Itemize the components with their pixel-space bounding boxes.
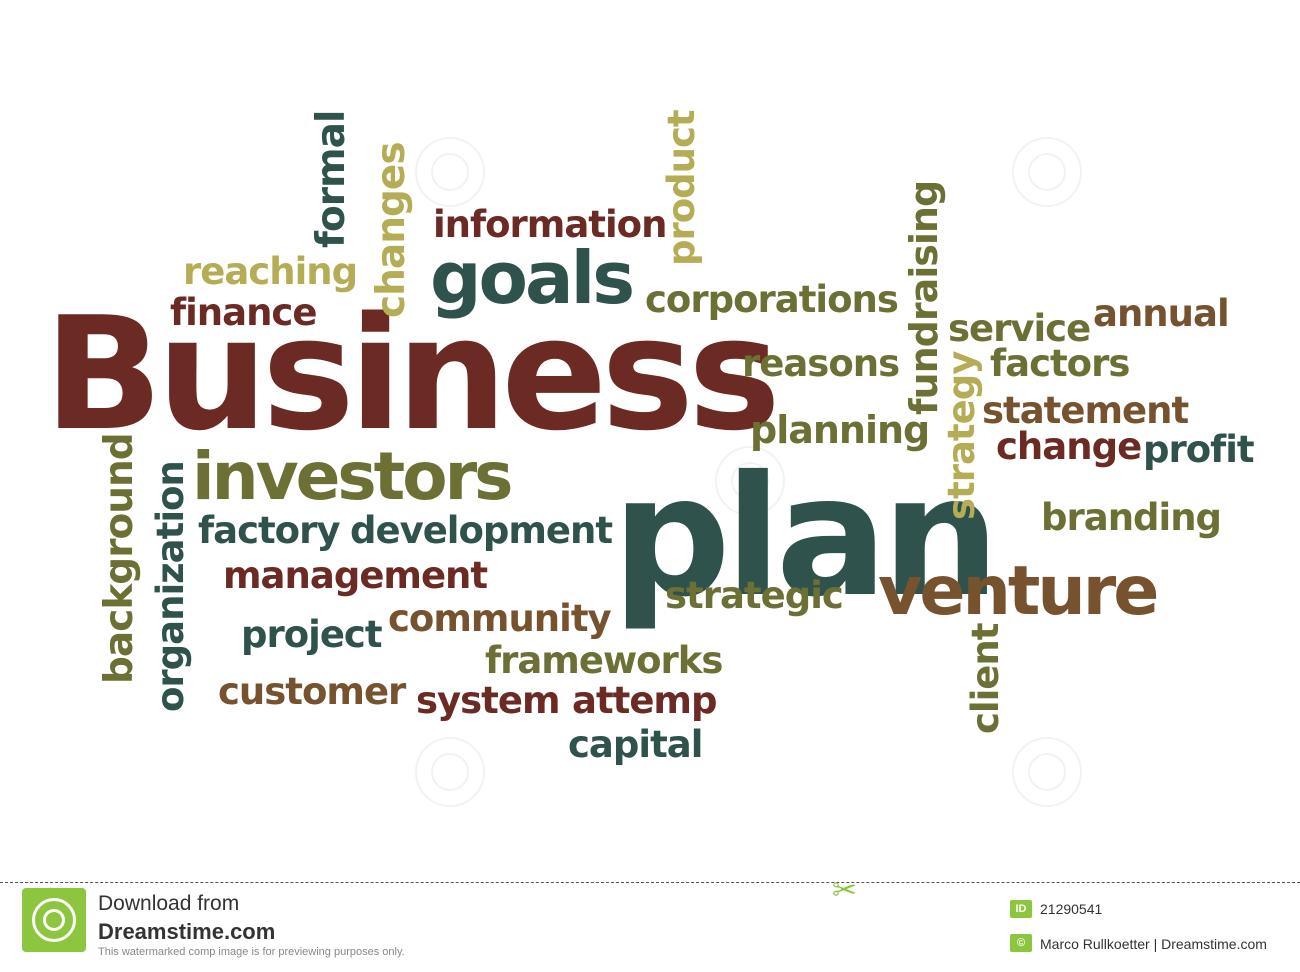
cloud-word-business: Business (44, 283, 781, 465)
watermark-spiral-icon (1012, 137, 1082, 207)
cloud-word-project: project (241, 613, 383, 656)
cloud-word-customer: customer (218, 670, 406, 713)
download-from-label: Download from (98, 892, 240, 915)
cloud-word-strategic: strategic (665, 574, 844, 617)
cloud-word-organization: organization (149, 461, 192, 712)
watermark-spiral-icon (415, 137, 485, 207)
watermark-spiral-icon (715, 446, 785, 516)
cloud-word-development: development (350, 509, 613, 552)
cloud-word-management: management (223, 554, 488, 597)
author-credit[interactable]: Marco Rullkoetter | Dreamstime.com (1040, 936, 1267, 952)
dashed-cut-line (0, 882, 1300, 883)
cloud-word-capital: capital (568, 723, 703, 766)
cloud-word-community: community (388, 597, 612, 640)
cloud-word-factory: factory (198, 509, 340, 552)
cloud-word-planning: planning (750, 408, 930, 452)
cloud-word-changes: changes (369, 142, 414, 318)
cloud-word-branding: branding (1041, 496, 1222, 539)
cloud-word-client: client (964, 623, 1007, 734)
cloud-word-change: change (996, 425, 1142, 468)
cloud-word-statement: statement (982, 389, 1189, 432)
cloud-word-product: product (660, 110, 703, 266)
cloud-word-corporations: corporations (645, 278, 899, 321)
cloud-word-goals: goals (430, 236, 635, 320)
cloud-word-information: information (433, 203, 667, 246)
cloud-word-strategy: strategy (940, 351, 983, 520)
cloud-word-investors: investors (192, 438, 513, 515)
copyright-icon: © (1010, 934, 1032, 952)
id-badge-icon: ID (1010, 900, 1032, 918)
dreamstime-brand-link[interactable]: Dreamstime.com (98, 919, 276, 944)
watermark-disclaimer: This watermarked comp image is for previ… (98, 946, 405, 958)
cloud-word-annual: annual (1093, 292, 1230, 335)
cloud-word-profit: profit (1143, 428, 1255, 471)
cloud-word-attemp: attemp (572, 679, 717, 722)
word-cloud: Business plan investors goals venture in… (44, 110, 1255, 807)
cloud-word-plan: plan (612, 441, 1000, 634)
cloud-word-venture: venture (878, 552, 1159, 631)
watermark-spiral-icon (415, 737, 485, 807)
cloud-word-reasons: reasons (742, 342, 900, 385)
footer-bar: ✂ Download from Dreamstime.com This wate… (0, 876, 1300, 972)
cloud-word-finance: finance (170, 291, 317, 334)
image-id: 21290541 (1040, 901, 1103, 917)
cloud-word-system: system (416, 679, 560, 722)
scissors-icon: ✂ (832, 873, 858, 908)
cloud-word-background: background (97, 433, 142, 684)
cloud-word-fundraising: fundraising (902, 180, 946, 415)
watermark-spiral-icon (1012, 737, 1082, 807)
cloud-word-service: service (948, 307, 1091, 350)
spiral-logo-icon[interactable] (22, 888, 86, 952)
cloud-word-factors: factors (990, 342, 1130, 385)
cloud-word-reaching: reaching (183, 250, 358, 293)
cloud-word-frameworks: frameworks (485, 639, 723, 682)
cloud-word-formal: formal (309, 110, 354, 248)
